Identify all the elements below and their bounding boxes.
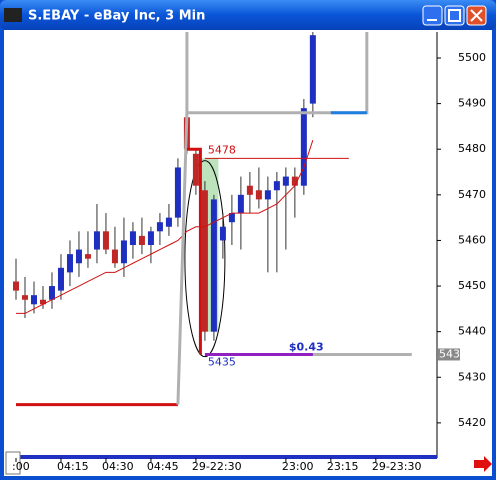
x-tick-label: 04:45: [147, 460, 179, 473]
candle-body: [192, 153, 199, 186]
candle-body: [57, 267, 64, 291]
candle-body: [228, 213, 235, 223]
candle-body: [255, 190, 262, 200]
candle-body: [93, 231, 100, 250]
candle-body: [111, 249, 118, 264]
x-tick-label: 23:00: [282, 460, 314, 473]
minimize-button[interactable]: [422, 5, 443, 26]
title-bar: [0, 0, 496, 30]
candle-body: [246, 185, 253, 195]
y-tick-label: 5440: [458, 325, 486, 338]
scroll-thumb[interactable]: [5, 451, 21, 475]
level-label: 5478: [208, 143, 236, 156]
plot-area: 5478 5435 $0.43: [12, 32, 412, 407]
candle-body: [138, 235, 145, 245]
scroll-bar[interactable]: [7, 455, 437, 459]
overlay-line: [176, 32, 369, 405]
level-label: 5435: [208, 355, 236, 368]
x-tick-label: 29-22:30: [192, 460, 242, 473]
candle-body: [30, 295, 37, 305]
candle-body: [237, 194, 244, 214]
window-button-glyphs: [427, 9, 483, 22]
candle-body: [174, 167, 181, 218]
candle-body: [129, 231, 136, 245]
window-title: S.EBAY - eBay Inc, 3 Min: [28, 9, 205, 24]
last-price-label: 5435: [439, 347, 467, 360]
y-tick-label: 5470: [458, 188, 486, 201]
x-tick-label: 29-23:30: [372, 460, 422, 473]
candle-body: [309, 35, 316, 104]
candle-body: [12, 281, 19, 291]
moving-average: [15, 139, 314, 314]
x-tick-label: 04:15: [57, 460, 89, 473]
candle-body: [66, 254, 73, 273]
maximize-button[interactable]: [444, 5, 465, 26]
client-area: [4, 30, 492, 476]
candle-body: [102, 231, 109, 250]
y-tick-label: 5420: [458, 416, 486, 429]
candle-body: [282, 176, 289, 186]
candle-body: [156, 222, 163, 232]
x-tick-label: 04:30: [102, 460, 134, 473]
overlay-line: [186, 147, 202, 355]
y-tick-label: 5480: [458, 142, 486, 155]
y-tick-label: 5450: [458, 279, 486, 292]
y-tick-label: 5500: [458, 51, 486, 64]
candle-body: [273, 181, 280, 191]
y-tick-label: 5460: [458, 233, 486, 246]
y-tick-label: 5430: [458, 370, 486, 383]
candle-body: [201, 190, 208, 332]
candle-body: [210, 199, 217, 332]
candle-body: [75, 249, 82, 264]
candle-body: [48, 286, 55, 300]
x-tick-label: :00: [12, 460, 30, 473]
selection-ellipse: [184, 160, 226, 358]
candle-body: [39, 299, 46, 305]
candle-body: [21, 295, 28, 300]
candle-body: [264, 190, 271, 200]
candle-body: [120, 240, 127, 264]
y-tick-label: 5490: [458, 97, 486, 110]
candle-body: [147, 231, 154, 245]
candle-body: [291, 176, 298, 186]
last-price-box: [438, 348, 460, 361]
app-icon: [4, 8, 22, 22]
candle-body: [219, 226, 226, 241]
candle-body: [84, 254, 91, 259]
x-tick-label: 23:15: [327, 460, 359, 473]
candle-body: [165, 217, 172, 227]
scroll-right-arrow[interactable]: [474, 456, 492, 472]
candle-body: [300, 108, 307, 186]
profit-label: $0.43: [289, 340, 324, 353]
